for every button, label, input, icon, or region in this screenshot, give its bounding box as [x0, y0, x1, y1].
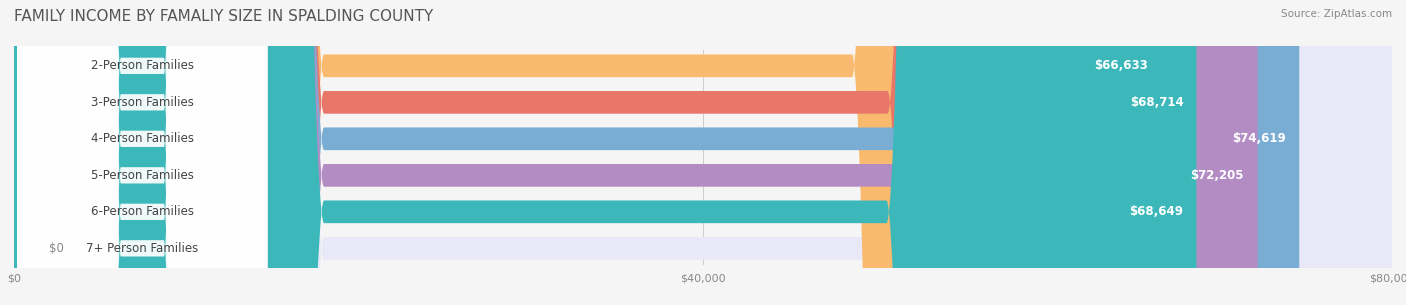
Text: 4-Person Families: 4-Person Families [91, 132, 194, 145]
Text: Source: ZipAtlas.com: Source: ZipAtlas.com [1281, 9, 1392, 19]
FancyBboxPatch shape [14, 0, 1392, 305]
Text: $66,633: $66,633 [1094, 59, 1147, 72]
FancyBboxPatch shape [14, 0, 1258, 305]
FancyBboxPatch shape [17, 0, 267, 305]
FancyBboxPatch shape [17, 0, 267, 305]
Text: 7+ Person Families: 7+ Person Families [86, 242, 198, 255]
Text: $74,619: $74,619 [1232, 132, 1285, 145]
FancyBboxPatch shape [14, 0, 1392, 305]
FancyBboxPatch shape [14, 0, 1392, 305]
FancyBboxPatch shape [14, 0, 1161, 305]
FancyBboxPatch shape [17, 0, 267, 305]
Text: FAMILY INCOME BY FAMALIY SIZE IN SPALDING COUNTY: FAMILY INCOME BY FAMALIY SIZE IN SPALDIN… [14, 9, 433, 24]
FancyBboxPatch shape [14, 0, 1198, 305]
Text: 3-Person Families: 3-Person Families [91, 96, 194, 109]
Text: 2-Person Families: 2-Person Families [91, 59, 194, 72]
FancyBboxPatch shape [14, 0, 1299, 305]
Text: 5-Person Families: 5-Person Families [91, 169, 194, 182]
FancyBboxPatch shape [14, 0, 1197, 305]
Text: $0: $0 [48, 242, 63, 255]
Text: $68,649: $68,649 [1129, 205, 1182, 218]
Text: 6-Person Families: 6-Person Families [91, 205, 194, 218]
Text: $72,205: $72,205 [1191, 169, 1244, 182]
FancyBboxPatch shape [14, 0, 1392, 305]
FancyBboxPatch shape [14, 0, 1392, 305]
FancyBboxPatch shape [17, 0, 267, 305]
FancyBboxPatch shape [17, 0, 267, 305]
Text: $68,714: $68,714 [1130, 96, 1184, 109]
FancyBboxPatch shape [14, 0, 1392, 305]
FancyBboxPatch shape [17, 0, 267, 305]
